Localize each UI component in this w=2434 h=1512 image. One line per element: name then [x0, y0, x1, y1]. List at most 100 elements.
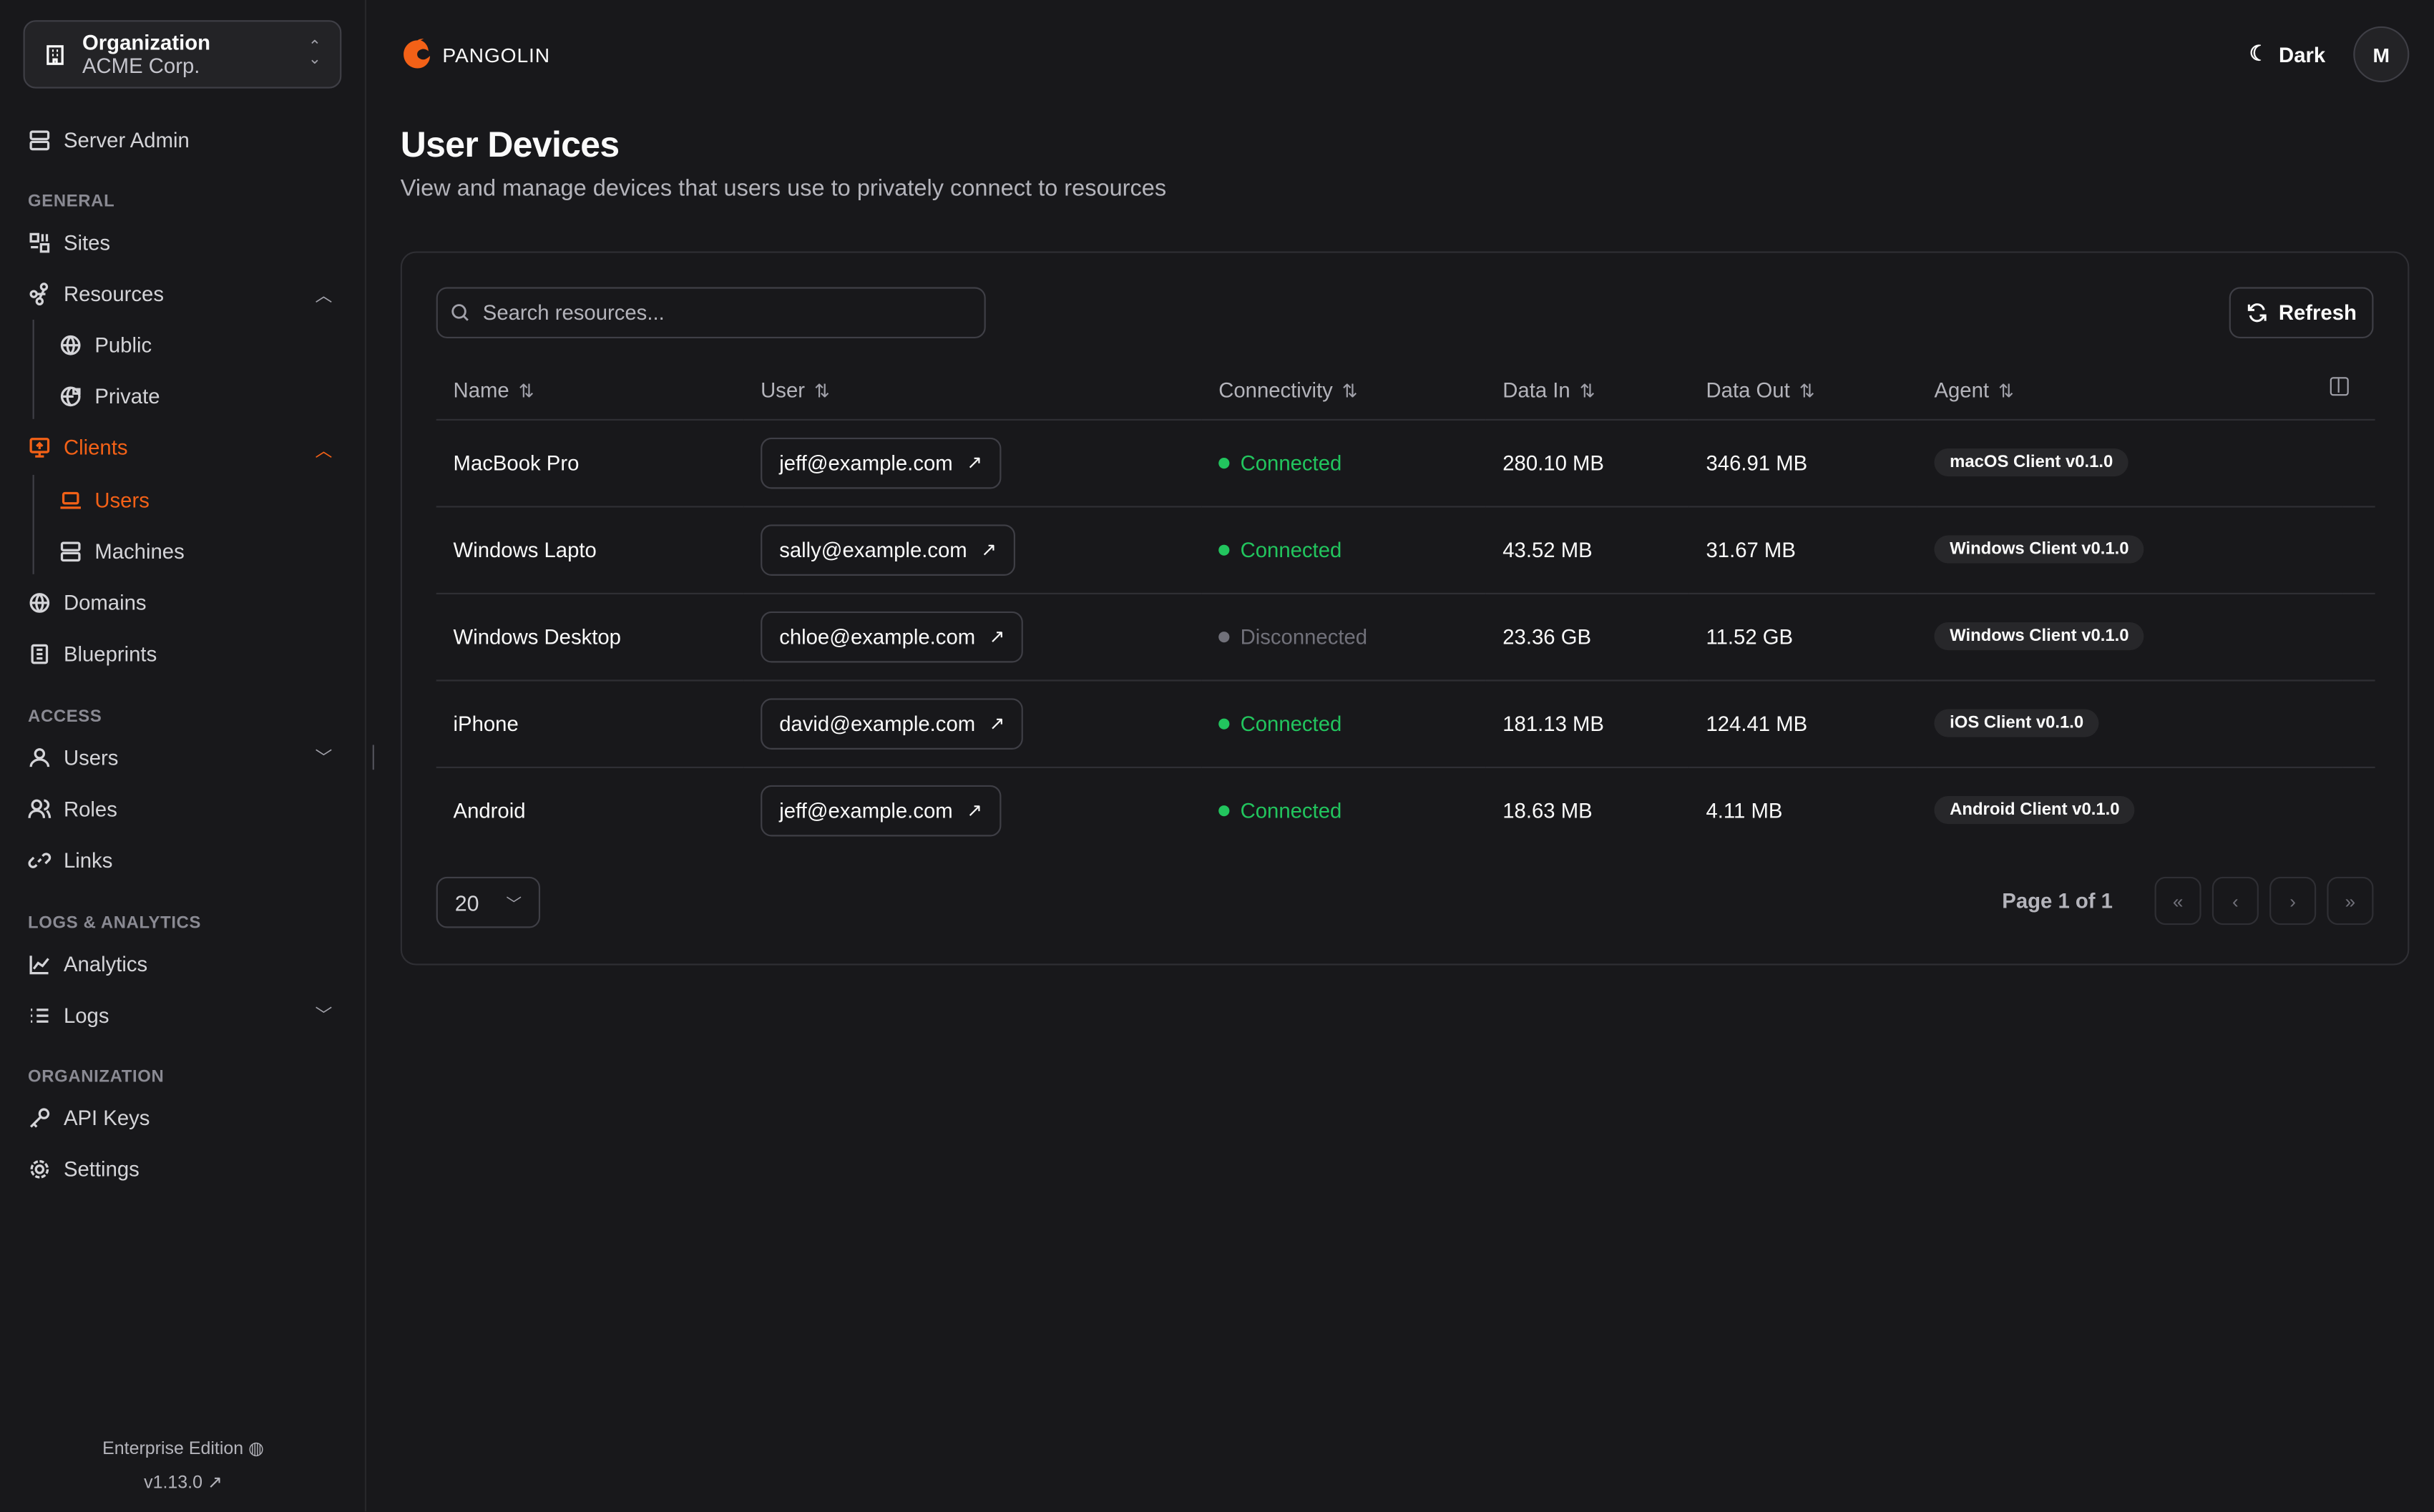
chevron-up-icon[interactable]: ︿: [315, 442, 333, 461]
sidebar-resize-handle[interactable]: [372, 745, 374, 770]
agent-cell: Windows Client v0.1.0: [1917, 506, 2343, 594]
column-header[interactable]: Data In ⇅: [1485, 361, 1689, 420]
sort-arrows-icon[interactable]: ⇅: [518, 380, 534, 402]
org-switcher[interactable]: Organization ACME Corp. ⌃ ⌄: [23, 20, 342, 89]
brand-logo[interactable]: PANGOLIN: [401, 37, 550, 72]
prev-page-button[interactable]: ‹: [2211, 876, 2259, 926]
section-organization: ORGANIZATION: [28, 1067, 165, 1086]
user-cell: chloe@example.com ↗: [743, 592, 1202, 681]
sidebar-item-logs[interactable]: Logs: [28, 999, 109, 1030]
device-name: MacBook Pro: [436, 418, 744, 507]
refresh-icon: [2247, 303, 2267, 323]
theme-toggle[interactable]: ☾ Dark: [2249, 42, 2326, 67]
agent-badge: Android Client v0.1.0: [1934, 796, 2136, 825]
sidebar-item-public[interactable]: Public: [59, 329, 152, 360]
sidebar-item-server-admin[interactable]: Server Admin: [28, 124, 190, 155]
sidebar-item-domains[interactable]: Domains: [28, 586, 147, 617]
search-input[interactable]: [482, 300, 949, 325]
page-subtitle: View and manage devices that users use t…: [400, 175, 1167, 202]
sort-arrows-icon[interactable]: ⇅: [1341, 380, 1358, 402]
sort-arrows-icon[interactable]: ⇅: [1998, 380, 2014, 402]
next-page-button[interactable]: ›: [2269, 876, 2317, 926]
status-text: Connected: [1240, 451, 1342, 474]
sidebar-item-users[interactable]: Users: [59, 484, 150, 515]
section-general: GENERAL: [28, 192, 115, 212]
chevron-down-icon[interactable]: ﹀: [315, 749, 333, 769]
sidebar-item-sites[interactable]: Sites: [28, 227, 110, 257]
sidebar-item-clients[interactable]: Clients: [28, 431, 127, 462]
sidebar-item-private[interactable]: Private: [59, 381, 160, 411]
table-row[interactable]: iPhone david@example.com ↗ Connected 181.…: [436, 679, 2375, 767]
monitor-up-icon: [29, 437, 50, 457]
arrow-up-right-icon: ↗: [989, 625, 1005, 647]
agent-cell: macOS Client v0.1.0: [1917, 418, 2343, 507]
user-link-button[interactable]: jeff@example.com ↗: [761, 785, 1002, 836]
version-text: v1.13.0: [144, 1474, 203, 1493]
user-link-button[interactable]: david@example.com ↗: [761, 697, 1024, 749]
refresh-button[interactable]: Refresh: [2229, 287, 2374, 338]
chevrons-up-down-icon: ⌃ ⌄: [308, 39, 322, 69]
refresh-label: Refresh: [2278, 300, 2357, 325]
column-header[interactable]: Name ⇅: [436, 361, 744, 420]
user-email: jeff@example.com: [779, 451, 953, 474]
user-link-button[interactable]: jeff@example.com ↗: [761, 436, 1002, 489]
status-dot: [1218, 630, 1230, 642]
table-row[interactable]: Windows Desktop chloe@example.com ↗ Disco…: [436, 592, 2375, 681]
user-email: jeff@example.com: [779, 798, 953, 823]
sidebar-item-settings[interactable]: Settings: [28, 1153, 140, 1184]
sidebar-item-access-users[interactable]: Users: [28, 742, 118, 772]
table-row[interactable]: Android jeff@example.com ↗ Connected 18.6…: [436, 767, 2375, 854]
user-link-button[interactable]: chloe@example.com ↗: [761, 610, 1024, 662]
agent-badge: Windows Client v0.1.0: [1934, 622, 2145, 651]
column-toggle-icon[interactable]: [2330, 377, 2349, 396]
column-header[interactable]: Agent ⇅: [1917, 361, 2343, 420]
column-header[interactable]: Data Out ⇅: [1688, 361, 1917, 420]
sidebar-item-label: Domains: [63, 590, 147, 614]
agent-cell: iOS Client v0.1.0: [1917, 679, 2343, 767]
user-cell: david@example.com ↗: [743, 679, 1202, 767]
user-cell: jeff@example.com ↗: [743, 767, 1201, 854]
connectivity-cell: Connected: [1201, 418, 1486, 507]
user-email: sally@example.com: [779, 537, 967, 561]
sidebar-item-analytics[interactable]: Analytics: [28, 948, 147, 979]
chevron-up-icon[interactable]: ︿: [315, 287, 333, 306]
data-in: 23.36 GB: [1485, 592, 1689, 681]
sidebar-item-label: Machines: [94, 539, 185, 563]
chevron-down-icon[interactable]: ﹀: [315, 1007, 333, 1026]
server-icon: [29, 129, 50, 150]
user-icon: [29, 747, 50, 767]
sidebar-item-label: Clients: [63, 435, 128, 459]
sort-arrows-icon[interactable]: ⇅: [1579, 380, 1595, 402]
page-info: Page 1 of 1: [2002, 889, 2113, 913]
first-page-button[interactable]: «: [2154, 876, 2201, 926]
edition-label[interactable]: Enterprise Edition ◍: [0, 1437, 366, 1458]
tree-line: [32, 474, 34, 574]
sidebar-item-label: Server Admin: [63, 128, 190, 152]
sidebar-item-machines[interactable]: Machines: [59, 536, 185, 566]
sidebar-item-label: Roles: [63, 797, 117, 820]
version-link[interactable]: v1.13.0 ↗: [0, 1471, 366, 1493]
column-label: Data Out: [1706, 378, 1790, 402]
sidebar-item-blueprints[interactable]: Blueprints: [28, 638, 157, 669]
sort-arrows-icon[interactable]: ⇅: [814, 380, 830, 402]
avatar[interactable]: M: [2353, 26, 2410, 82]
search-field[interactable]: [436, 287, 986, 338]
column-header[interactable]: User ⇅: [743, 361, 1202, 420]
table-row[interactable]: Windows Lapto sally@example.com ↗ Connect…: [436, 506, 2375, 594]
org-label: Organization: [82, 31, 211, 54]
sidebar-item-api-keys[interactable]: API Keys: [28, 1101, 150, 1132]
user-link-button[interactable]: sally@example.com ↗: [761, 524, 1016, 575]
sidebar-item-resources[interactable]: Resources: [28, 278, 164, 308]
sidebar-item-label: Users: [94, 488, 150, 511]
arrow-up-right-icon: ↗: [967, 799, 983, 822]
table-row[interactable]: MacBook Pro jeff@example.com ↗ Connected …: [436, 418, 2375, 507]
column-header[interactable]: Connectivity ⇅: [1201, 361, 1486, 420]
sidebar-item-links[interactable]: Links: [28, 844, 112, 875]
sort-arrows-icon[interactable]: ⇅: [1799, 380, 1815, 402]
sidebar-item-label: Private: [94, 384, 160, 408]
sidebar-item-roles[interactable]: Roles: [28, 793, 117, 824]
user-email: david@example.com: [779, 711, 976, 735]
last-page-button[interactable]: »: [2327, 876, 2374, 926]
page-size-select[interactable]: 20 ﹀: [436, 876, 541, 928]
data-out: 346.91 MB: [1688, 418, 1917, 507]
